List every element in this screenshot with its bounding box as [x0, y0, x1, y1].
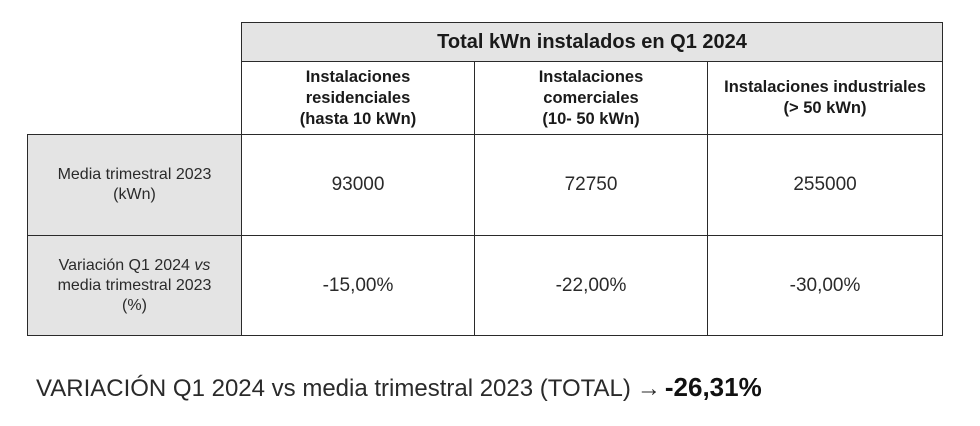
- column-header-industriales: Instalaciones industriales (> 50 kWn): [706, 61, 944, 135]
- column-header-residenciales: Instalaciones residenciales (hasta 10 kW…: [241, 61, 475, 135]
- row-header-line: (%): [122, 296, 147, 314]
- table-row: Variación Q1 2024 vs media trimestral 20…: [27, 235, 944, 336]
- summary-text: VARIACIÓN Q1 2024 vs media trimestral 20…: [36, 375, 631, 402]
- row-header-prefix: Variación Q1 2024: [58, 256, 190, 274]
- column-header-line: Instalaciones industriales: [724, 78, 926, 96]
- column-header-comerciales: Instalaciones comerciales (10- 50 kWn): [474, 61, 708, 135]
- table-row: Media trimestral 2023 (kWn) 93000 72750 …: [27, 134, 944, 236]
- arrow-right-icon: →: [636, 375, 661, 402]
- row-header-line: (kWn): [113, 186, 156, 203]
- table-corner: [27, 61, 242, 135]
- row-header-media-trimestral: Media trimestral 2023 (kWn): [27, 134, 242, 236]
- row-header-line: Media trimestral 2023: [57, 166, 212, 183]
- group-header: Total kWn instalados en Q1 2024: [240, 22, 944, 62]
- kwn-table: Total kWn instalados en Q1 2024 Instalac…: [27, 22, 944, 336]
- row-header-emphasis: vs: [194, 256, 211, 274]
- summary-line: VARIACIÓN Q1 2024 vs media trimestral 20…: [36, 372, 762, 403]
- table-cell: -30,00%: [706, 235, 944, 336]
- table-cell: -15,00%: [241, 235, 475, 336]
- column-header-line: (hasta 10 kWn): [299, 109, 417, 128]
- summary-total-value: -26,31%: [664, 372, 762, 402]
- row-header-variacion: Variación Q1 2024 vs media trimestral 20…: [27, 235, 242, 336]
- column-header-line: Instalaciones: [305, 67, 411, 86]
- table-cell: 72750: [474, 134, 708, 236]
- column-header-line: comerciales: [543, 88, 639, 107]
- column-header-line: (10- 50 kWn): [542, 109, 640, 128]
- table-corner: [27, 22, 242, 62]
- table-cell: 93000: [241, 134, 475, 236]
- table-cell: -22,00%: [474, 235, 708, 336]
- table-cell: 255000: [706, 134, 944, 236]
- column-header-line: Instalaciones: [538, 67, 644, 86]
- row-header-line: Variación Q1 2024 vs: [28, 256, 241, 276]
- column-header-line: residenciales: [305, 88, 411, 107]
- column-header-line: (> 50 kWn): [783, 99, 867, 117]
- row-header-line: media trimestral 2023: [57, 276, 212, 294]
